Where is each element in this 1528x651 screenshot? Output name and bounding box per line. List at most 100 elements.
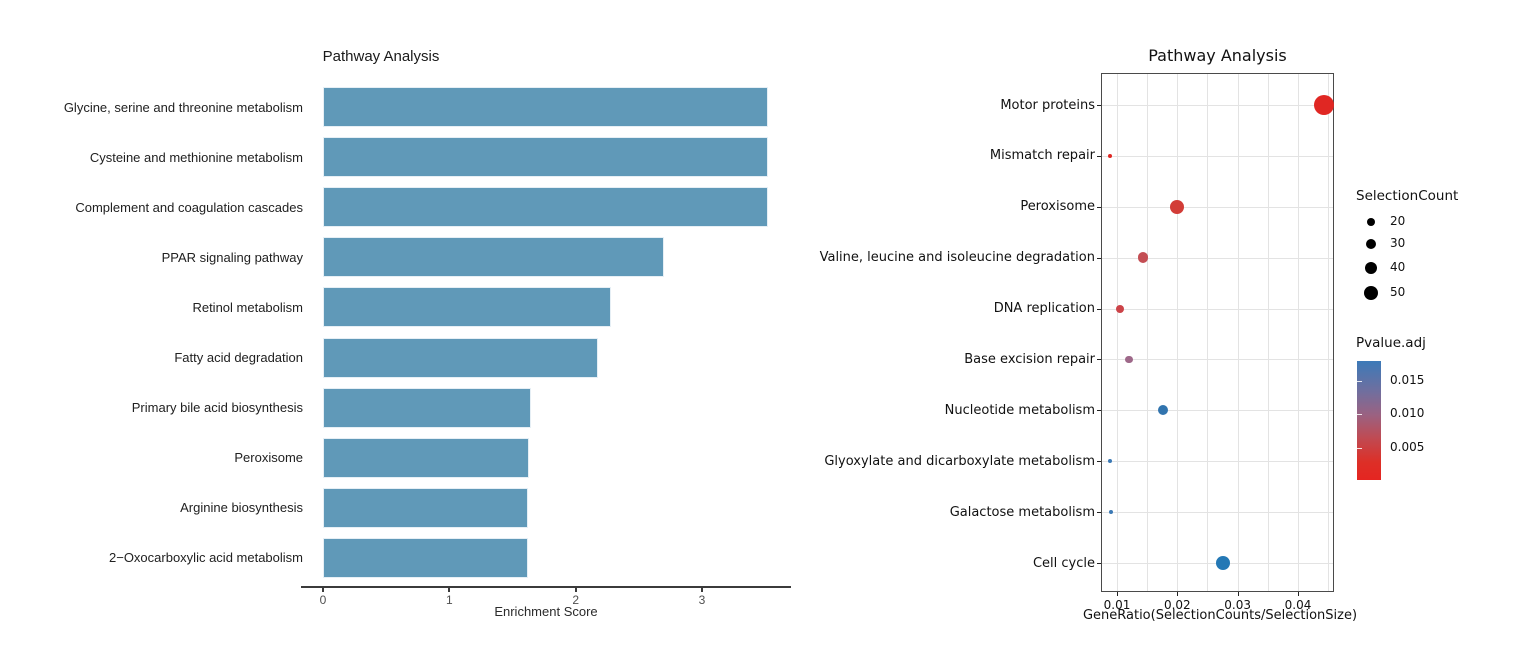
- bar-chart-xlabel: Enrichment Score: [494, 604, 598, 619]
- gridline-vertical: [1207, 74, 1209, 591]
- bar-category-label: Peroxisome: [234, 450, 303, 466]
- gridline-horizontal: [1102, 155, 1333, 157]
- y-axis-tick: [1097, 461, 1101, 463]
- data-point[interactable]: [1108, 510, 1113, 515]
- y-axis-tick: [1097, 206, 1101, 208]
- gridline-horizontal: [1102, 308, 1333, 310]
- bar[interactable]: [323, 437, 529, 478]
- gridline-vertical: [1297, 74, 1299, 591]
- x-axis-tick-label: 0: [319, 593, 327, 607]
- y-axis-tick: [1097, 512, 1101, 514]
- dot-plot-category-label: Cell cycle: [1032, 555, 1095, 571]
- y-axis-tick: [1097, 155, 1101, 157]
- bar[interactable]: [323, 187, 768, 228]
- dot-plot-category-label: Peroxisome: [1020, 199, 1095, 215]
- data-point[interactable]: [1116, 304, 1125, 313]
- bar-category-label: PPAR signaling pathway: [161, 249, 303, 265]
- dot-plot-title: Pathway Analysis: [1148, 46, 1287, 65]
- dot-plot-xlabel: GeneRatio(SelectionCounts/SelectionSize): [1082, 608, 1358, 623]
- colorbar-tick-label: 0.005: [1390, 440, 1425, 455]
- gridline-horizontal: [1102, 359, 1333, 361]
- size-legend-label: 30: [1390, 236, 1406, 250]
- bar-category-label: Primary bile acid biosynthesis: [131, 400, 303, 416]
- x-axis-line: [301, 586, 791, 588]
- bar[interactable]: [323, 237, 665, 278]
- data-point[interactable]: [1107, 153, 1112, 159]
- bar[interactable]: [323, 487, 528, 528]
- size-legend-label: 20: [1390, 214, 1406, 228]
- size-legend-title: SelectionCount: [1356, 188, 1459, 204]
- x-axis-tick: [322, 588, 324, 592]
- gridline-vertical: [1177, 74, 1179, 591]
- gridline-horizontal: [1102, 410, 1333, 412]
- size-legend-label: 50: [1390, 285, 1406, 299]
- data-point[interactable]: [1125, 355, 1133, 364]
- dot-plot-category-label: DNA replication: [993, 301, 1095, 317]
- gridline-vertical: [1328, 74, 1330, 591]
- bar[interactable]: [323, 337, 599, 378]
- bar-category-label: Fatty acid degradation: [174, 350, 303, 365]
- size-legend-label: 40: [1390, 260, 1406, 274]
- x-axis-tick: [574, 588, 577, 592]
- dot-plot-category-label: Mismatch repair: [989, 148, 1095, 164]
- data-point[interactable]: [1137, 252, 1149, 263]
- y-axis-tick: [1097, 359, 1101, 361]
- gridline-vertical: [1117, 74, 1118, 591]
- gridline-horizontal: [1102, 206, 1333, 208]
- colorbar-tick-label: 0.015: [1390, 372, 1425, 387]
- x-axis-tick-label: 0.03: [1224, 598, 1252, 612]
- dot-plot-category-label: Nucleotide metabolism: [944, 402, 1095, 418]
- bar-category-label: 2−Oxocarboxylic acid metabolism: [109, 550, 303, 566]
- x-axis-tick: [448, 588, 451, 592]
- gridline-vertical: [1147, 74, 1149, 591]
- bar-chart-title: Pathway Analysis: [322, 48, 440, 65]
- gridline-horizontal: [1102, 105, 1333, 106]
- colorbar-tick-label: 0.010: [1390, 406, 1425, 421]
- gridline-horizontal: [1102, 257, 1333, 259]
- y-axis-tick: [1097, 563, 1101, 564]
- bar[interactable]: [323, 137, 768, 178]
- size-legend-dot: [1363, 285, 1379, 301]
- colorbar-tick: [1357, 448, 1362, 450]
- x-axis-tick: [1297, 592, 1299, 596]
- data-point[interactable]: [1157, 405, 1168, 416]
- bar-category-label: Complement and coagulation cascades: [75, 199, 303, 215]
- x-axis-tick-label: 0.04: [1284, 598, 1312, 612]
- y-axis-tick: [1097, 105, 1101, 106]
- size-legend-dot: [1366, 217, 1376, 227]
- data-point[interactable]: [1313, 95, 1334, 115]
- x-axis-tick-label: 0.02: [1163, 598, 1191, 612]
- color-legend-title: Pvalue.adj: [1356, 335, 1426, 351]
- data-point[interactable]: [1107, 459, 1112, 464]
- size-legend-dot: [1364, 261, 1378, 275]
- dot-plot-category-label: Motor proteins: [1000, 97, 1095, 113]
- pvalue-colorbar: [1357, 361, 1381, 480]
- y-axis-tick: [1097, 308, 1101, 310]
- bar[interactable]: [323, 537, 528, 578]
- dot-plot-panel: [1101, 73, 1334, 592]
- x-axis-tick: [1117, 592, 1118, 596]
- x-axis-tick-label: 0.01: [1103, 598, 1131, 612]
- gridline-horizontal: [1102, 512, 1333, 514]
- bar[interactable]: [323, 387, 532, 428]
- bar[interactable]: [323, 287, 612, 328]
- colorbar-tick: [1357, 414, 1362, 416]
- bar-category-label: Glycine, serine and threonine metabolism: [63, 99, 303, 115]
- dot-plot-category-label: Glyoxylate and dicarboxylate metabolism: [824, 453, 1095, 469]
- bar[interactable]: [323, 87, 768, 127]
- data-point[interactable]: [1215, 555, 1231, 571]
- x-axis-tick: [1177, 592, 1179, 596]
- y-axis-tick: [1097, 410, 1101, 412]
- colorbar-tick: [1357, 380, 1362, 382]
- bar-category-label: Arginine biosynthesis: [180, 500, 303, 516]
- dot-plot-category-label: Base excision repair: [964, 351, 1095, 367]
- data-point[interactable]: [1169, 199, 1184, 214]
- bar-category-label: Cysteine and methionine metabolism: [89, 149, 303, 165]
- y-axis-tick: [1097, 257, 1101, 259]
- x-axis-tick-label: 2: [572, 593, 579, 607]
- x-axis-tick: [1237, 592, 1239, 596]
- gridline-vertical: [1267, 74, 1269, 591]
- size-legend-dot: [1365, 238, 1377, 250]
- x-axis-tick-label: 3: [698, 593, 706, 607]
